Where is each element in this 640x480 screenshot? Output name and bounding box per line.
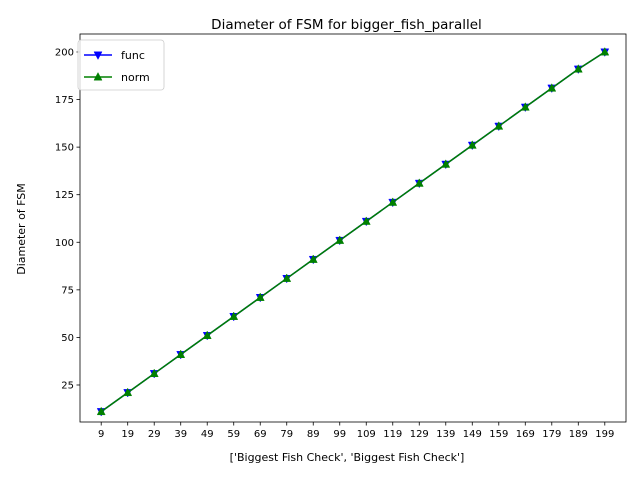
y-tick-label: 100: [55, 238, 74, 249]
x-tick-label: 189: [569, 429, 588, 440]
y-tick-label: 75: [61, 285, 74, 296]
x-tick-label: 119: [383, 429, 402, 440]
y-axis: 25 50 75 100 125 150 175 200: [55, 47, 80, 391]
x-tick-label: 159: [489, 429, 508, 440]
y-tick-label: 125: [55, 190, 74, 201]
x-tick-label: 49: [201, 429, 214, 440]
data-point-norm: [414, 178, 424, 187]
legend-label: norm: [121, 71, 150, 84]
data-point-norm: [308, 254, 318, 263]
y-tick-label: 150: [55, 143, 74, 154]
series-norm: [96, 47, 610, 416]
y-tick-label: 25: [61, 380, 74, 391]
data-point-norm: [388, 197, 398, 206]
data-point-norm: [149, 368, 159, 378]
x-tick-label: 29: [148, 429, 161, 440]
series-layer: [96, 47, 610, 417]
x-axis: 9 19 29 39 49 59 69 79 89 99 109 119 129 139 149 159 169…: [98, 422, 614, 440]
x-tick-label: 169: [516, 429, 535, 440]
data-point-norm: [547, 83, 557, 92]
data-point-norm: [123, 387, 133, 397]
x-tick-label: 59: [227, 429, 240, 440]
series-line-norm: [100, 51, 606, 413]
legend-item-func: func: [84, 49, 145, 62]
x-tick-label: 139: [436, 429, 455, 440]
legend-marker: [93, 72, 103, 81]
data-point-norm: [600, 47, 610, 56]
x-tick-label: 9: [98, 429, 104, 440]
data-point-norm: [467, 140, 477, 149]
legend-item-norm: norm: [84, 71, 150, 84]
data-point-norm: [520, 102, 530, 111]
x-tick-label: 89: [307, 429, 320, 440]
data-point-norm: [176, 349, 186, 358]
legend-label: func: [121, 49, 145, 62]
x-tick-label: 109: [357, 429, 376, 440]
data-point-norm: [441, 159, 451, 168]
y-tick-label: 200: [55, 47, 74, 58]
y-tick-label: 50: [61, 333, 74, 344]
x-tick-label: 99: [333, 429, 346, 440]
x-tick-label: 19: [121, 429, 134, 440]
data-point-norm: [202, 330, 212, 339]
x-tick-label: 149: [463, 429, 482, 440]
chart-title: Diameter of FSM for bigger_fish_parallel: [211, 17, 482, 33]
data-point-norm: [229, 311, 239, 320]
x-tick-label: 69: [254, 429, 267, 440]
x-tick-label: 129: [410, 429, 429, 440]
y-axis-title: Diameter of FSM: [15, 183, 28, 275]
legend-marker: [93, 51, 103, 60]
data-point-norm: [335, 235, 345, 244]
data-point-norm: [282, 273, 292, 282]
x-tick-label: 199: [595, 429, 614, 440]
data-point-norm: [96, 406, 106, 416]
series-func: [96, 48, 610, 417]
data-point-norm: [361, 216, 371, 225]
x-tick-label: 79: [280, 429, 293, 440]
data-point-norm: [573, 64, 583, 73]
data-point-norm: [255, 292, 265, 301]
data-point-norm: [494, 121, 504, 130]
y-tick-label: 175: [55, 95, 74, 106]
plot-area: [79, 33, 627, 423]
x-axis-title: ['Biggest Fish Check', 'Biggest Fish Che…: [230, 451, 465, 464]
x-tick-label: 179: [542, 429, 561, 440]
x-tick-label: 39: [174, 429, 187, 440]
legend: func norm: [77, 39, 165, 91]
